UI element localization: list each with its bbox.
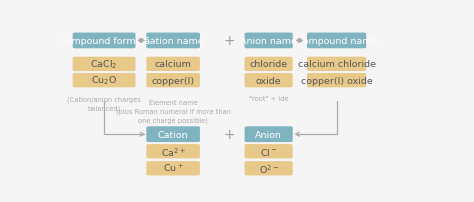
Text: Cation name: Cation name — [143, 37, 203, 46]
FancyBboxPatch shape — [245, 161, 293, 176]
FancyBboxPatch shape — [245, 57, 293, 72]
FancyBboxPatch shape — [73, 57, 136, 72]
Text: +: + — [224, 128, 235, 141]
FancyBboxPatch shape — [245, 127, 293, 142]
FancyBboxPatch shape — [146, 57, 200, 72]
Text: CaCl$_2$: CaCl$_2$ — [91, 58, 118, 71]
FancyBboxPatch shape — [146, 127, 200, 142]
FancyBboxPatch shape — [73, 33, 136, 49]
Text: chloride: chloride — [250, 60, 288, 69]
FancyBboxPatch shape — [146, 33, 200, 49]
FancyBboxPatch shape — [307, 57, 366, 72]
FancyBboxPatch shape — [307, 33, 366, 49]
FancyBboxPatch shape — [73, 74, 136, 88]
Text: calcium: calcium — [155, 60, 191, 69]
FancyBboxPatch shape — [146, 74, 200, 88]
Text: Cu$^+$: Cu$^+$ — [163, 162, 183, 175]
Text: Compound name: Compound name — [296, 37, 377, 46]
Text: Cation: Cation — [158, 130, 189, 139]
Text: Ca$^{2+}$: Ca$^{2+}$ — [161, 145, 185, 158]
Text: copper(I) oxide: copper(I) oxide — [301, 76, 373, 85]
FancyBboxPatch shape — [245, 144, 293, 159]
Text: Element name
(plus Roman numeral if more than
one charge possible): Element name (plus Roman numeral if more… — [116, 100, 231, 124]
Text: Cl$^-$: Cl$^-$ — [260, 146, 277, 157]
Text: Cu$_2$O: Cu$_2$O — [91, 75, 117, 87]
Text: (Cation/anion charges
balanced): (Cation/anion charges balanced) — [67, 96, 141, 111]
Text: Compound formula: Compound formula — [58, 37, 150, 46]
FancyBboxPatch shape — [307, 74, 366, 88]
Text: +: + — [224, 34, 235, 48]
Text: copper(I): copper(I) — [152, 76, 195, 85]
Text: calcium chloride: calcium chloride — [298, 60, 375, 69]
FancyBboxPatch shape — [146, 161, 200, 176]
Text: O$^{2-}$: O$^{2-}$ — [259, 162, 279, 175]
FancyBboxPatch shape — [245, 74, 293, 88]
Text: Anion name: Anion name — [240, 37, 297, 46]
Text: "root" + ide: "root" + ide — [249, 96, 288, 102]
FancyBboxPatch shape — [146, 144, 200, 159]
Text: oxide: oxide — [256, 76, 282, 85]
Text: Anion: Anion — [255, 130, 282, 139]
FancyBboxPatch shape — [245, 33, 293, 49]
